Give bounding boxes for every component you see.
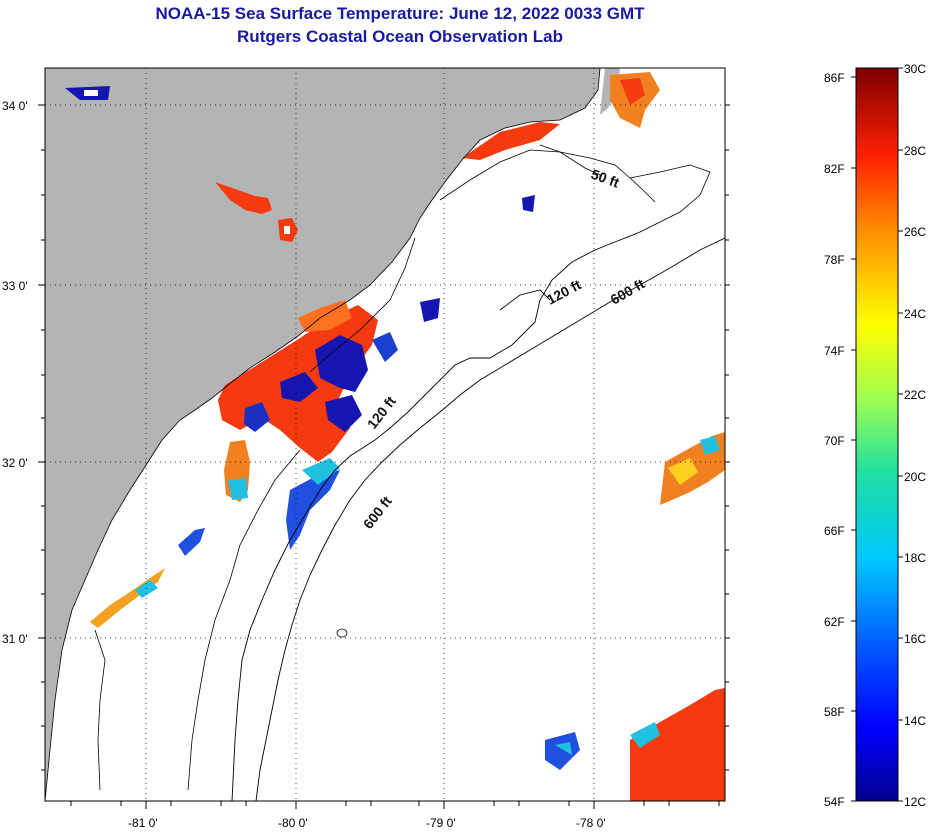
colorbar-f-62: 62F [824, 615, 845, 629]
colorbar-c-12: 12C [904, 795, 926, 809]
colorbar-f-82: 82F [824, 162, 845, 176]
colorbar-f-74: 74F [824, 344, 845, 358]
colorbar-f-86: 86F [824, 71, 845, 85]
colorbar-c-24: 24C [904, 307, 926, 321]
colorbar-f-54: 54F [824, 795, 845, 809]
lat-label-31: 31 0' [2, 632, 28, 646]
colorbar-c-28: 28C [904, 144, 926, 158]
contour-120ft [231, 221, 661, 801]
colorbar-f-78: 78F [824, 253, 845, 267]
colorbar-f-66: 66F [824, 524, 845, 538]
lon-label-78: -78 0' [576, 816, 606, 830]
lon-label-81: -81 0' [128, 816, 158, 830]
map-subtitle: Rutgers Coastal Ocean Observation Lab [237, 27, 563, 46]
lon-label-79: -79 0' [426, 816, 456, 830]
colorbar-c-22: 22C [904, 388, 926, 402]
colorbar-f-58: 58F [824, 705, 845, 719]
map-frame [44, 67, 726, 802]
lon-label-80: -80 0' [278, 816, 308, 830]
lat-label-32: 32 0' [2, 456, 28, 470]
colorbar-ticks [851, 67, 903, 802]
lat-label-34: 34 0' [2, 99, 28, 113]
colorbar-f-70: 70F [824, 434, 845, 448]
land-mass [45, 68, 600, 801]
colorbar-c-14: 14C [904, 714, 926, 728]
colorbar-c-20: 20C [904, 470, 926, 484]
colorbar-c-26: 26C [904, 225, 926, 239]
lat-label-33: 33 0' [2, 279, 28, 293]
map-title: NOAA-15 Sea Surface Temperature: June 12… [155, 4, 645, 23]
coastline [45, 68, 601, 801]
sst-patches [65, 72, 725, 801]
contour-600ft [255, 237, 725, 801]
colorbar-c-16: 16C [904, 632, 926, 646]
axis-ticks [38, 104, 730, 809]
contour-50ft [439, 149, 601, 201]
colorbar [855, 67, 899, 802]
colorbar-c-18: 18C [904, 551, 926, 565]
colorbar-c-30: 30C [904, 62, 926, 76]
graticule [45, 68, 725, 801]
